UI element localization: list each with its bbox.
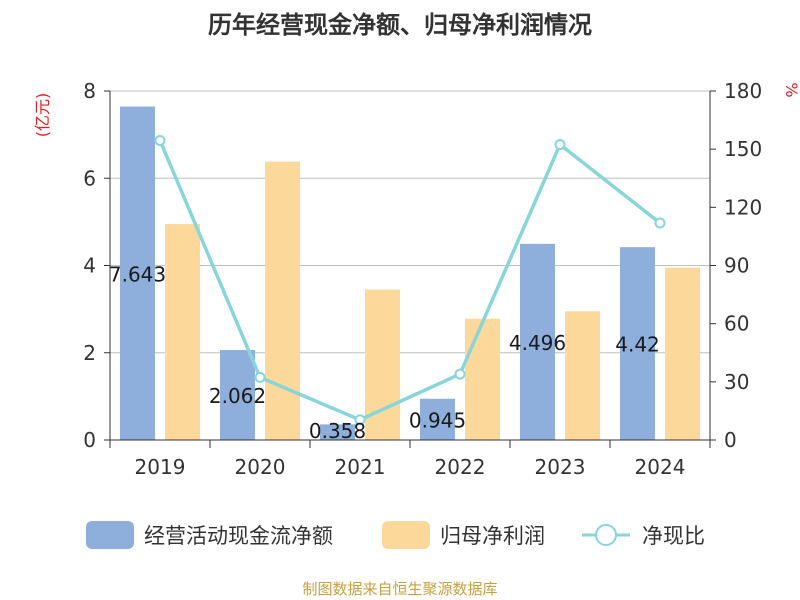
y-left-tick-label: 8	[83, 79, 96, 103]
x-tick-label: 2024	[635, 455, 686, 479]
profit-bar	[465, 318, 500, 440]
y-right-tick-label: 150	[724, 137, 762, 161]
y-left-tick-label: 6	[83, 166, 96, 190]
cashflow-bar	[320, 424, 355, 440]
y-right-tick-label: 90	[724, 254, 749, 278]
y-left-tick-label: 2	[83, 341, 96, 365]
cashflow-data-label: 4.496	[509, 331, 566, 355]
legend-marker-ratio	[595, 524, 617, 546]
ratio-point	[254, 371, 266, 383]
ratio-line	[154, 134, 666, 426]
legend-label-cashflow: 经营活动现金流净额	[144, 524, 333, 548]
ratio-point	[154, 134, 166, 146]
ratio-point	[454, 368, 466, 380]
profit-bar	[665, 267, 700, 440]
cashflow-bar	[120, 106, 155, 440]
data-labels: 7.643 2.062 0.358 0.945 4.496 4.42	[109, 262, 660, 443]
cashflow-bar	[520, 243, 555, 440]
x-tick-label: 2019	[135, 455, 186, 479]
profit-bar	[265, 161, 300, 441]
legend-swatch-profit	[382, 521, 430, 549]
legend-label-profit: 归母净利润	[440, 524, 545, 548]
ratio-polyline	[158, 139, 662, 422]
legend-swatch-cashflow	[86, 521, 134, 549]
cashflow-data-label: 0.358	[309, 419, 366, 443]
ratio-point	[354, 414, 366, 426]
x-tick-label: 2022	[435, 455, 486, 479]
cashflow-bar	[420, 398, 455, 440]
cashflow-data-label: 4.42	[615, 333, 660, 357]
x-tick-label: 2020	[235, 455, 286, 479]
profit-bar	[365, 289, 400, 440]
profit-bar	[565, 311, 600, 440]
cashflow-bar	[220, 350, 255, 440]
source-note: 制图数据来自恒生聚源数据库	[302, 580, 497, 598]
y-right-tick-label: 120	[724, 195, 762, 219]
ratio-point	[654, 217, 666, 229]
legend: 经营活动现金流净额 归母净利润 净现比	[86, 521, 705, 549]
ratio-point	[554, 139, 566, 151]
y-left-unit-label: (亿元)	[33, 93, 52, 138]
y-right-tick-label: 60	[724, 312, 749, 336]
legend-label-ratio: 净现比	[642, 524, 705, 548]
y-right-tick-label: 180	[724, 79, 762, 103]
cashflow-data-label: 2.062	[209, 384, 266, 408]
x-tick-label: 2021	[335, 455, 386, 479]
bars	[120, 106, 700, 441]
y-right-tick-label: 30	[724, 370, 749, 394]
gridlines	[110, 90, 710, 354]
y-right-unit-label: %	[782, 82, 800, 97]
cashflow-data-label: 7.643	[109, 262, 166, 286]
y-left-tick-label: 0	[83, 428, 96, 452]
axes: 0 2 4 6 8 0 30 60 90 120 150 180 2019 2020 2021 2022 202…	[83, 79, 762, 479]
chart-title: 历年经营现金净额、归母净利润情况	[208, 11, 592, 39]
cashflow-data-label: 0.945	[409, 408, 466, 432]
y-right-tick-label: 0	[724, 428, 737, 452]
y-left-tick-label: 4	[83, 254, 96, 278]
profit-bar	[165, 224, 200, 440]
x-tick-label: 2023	[535, 455, 586, 479]
cashflow-bar	[620, 247, 655, 440]
